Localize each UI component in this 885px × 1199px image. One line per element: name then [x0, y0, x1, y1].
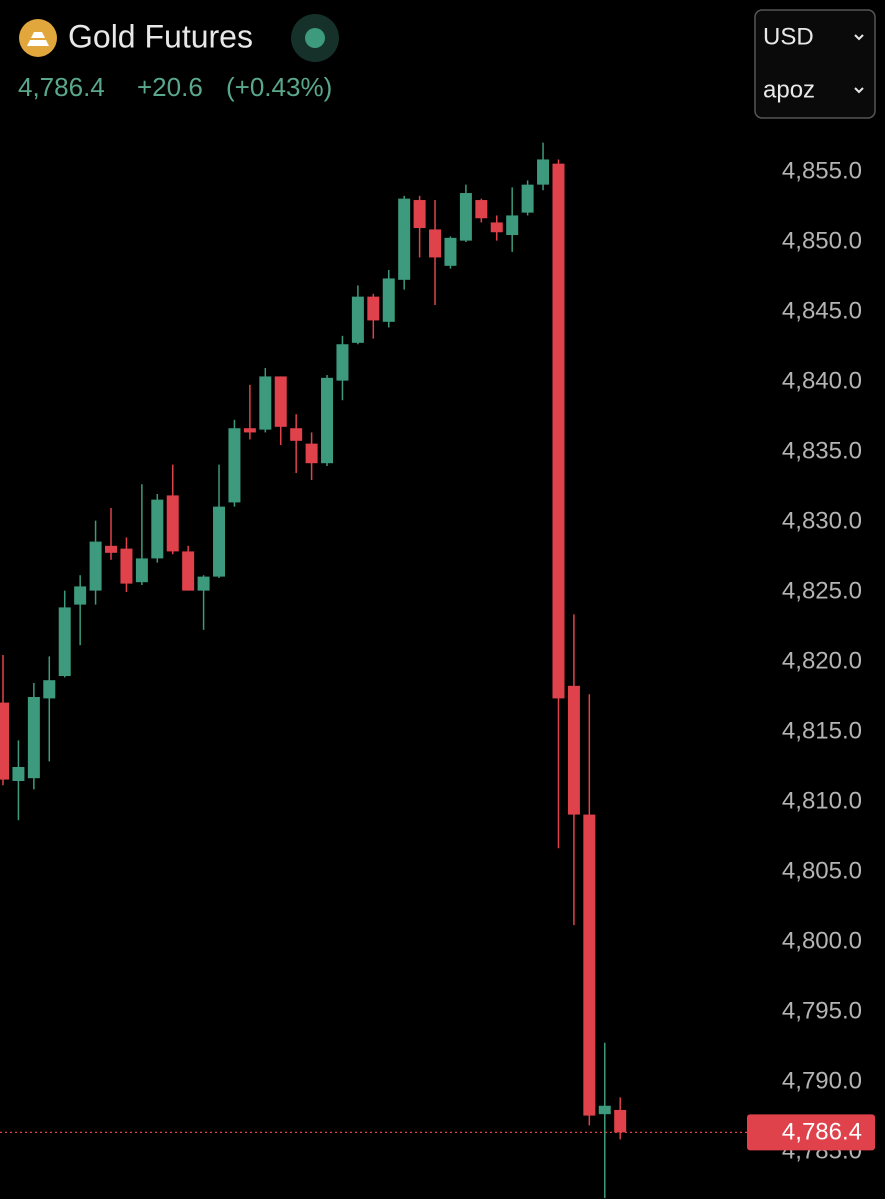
change-percent: (+0.43%) — [226, 72, 332, 102]
candle-body — [166, 495, 179, 552]
candle-body — [12, 766, 25, 781]
candle-body — [429, 229, 442, 258]
y-tick-label: 4,840.0 — [782, 367, 862, 394]
unit-select[interactable]: apoz — [763, 76, 815, 103]
candle-body — [43, 680, 56, 699]
y-tick-label: 4,790.0 — [782, 1067, 862, 1094]
candle-body — [398, 198, 411, 280]
y-tick-label: 4,850.0 — [782, 227, 862, 254]
candle-body — [243, 428, 256, 433]
candle-body — [506, 215, 519, 236]
y-tick-label: 4,820.0 — [782, 647, 862, 674]
candle-body — [182, 551, 195, 591]
status-dot — [305, 28, 325, 48]
y-tick-label: 4,830.0 — [782, 507, 862, 534]
candle-body — [197, 576, 210, 591]
candle-body — [151, 499, 164, 559]
y-tick-label: 4,825.0 — [782, 577, 862, 604]
y-tick-label: 4,810.0 — [782, 787, 862, 814]
candle-body — [413, 200, 426, 229]
candle-body — [382, 278, 395, 322]
candle-body — [120, 548, 133, 584]
candle-body — [475, 200, 488, 219]
chevron — [854, 87, 864, 94]
y-tick-label: 4,815.0 — [782, 717, 862, 744]
candle-body — [305, 443, 318, 464]
chevron — [854, 34, 864, 41]
candle-body — [321, 377, 334, 464]
last-price-tag — [747, 1114, 875, 1151]
title: Gold Futures — [68, 18, 253, 54]
gold-bars — [27, 32, 49, 46]
candle-body — [74, 586, 87, 605]
last-price-label: 4,786.4 — [782, 1119, 862, 1146]
candle-body — [213, 506, 226, 577]
y-tick-label: 4,855.0 — [782, 157, 862, 184]
candle-body — [228, 428, 241, 503]
candle-body — [135, 558, 148, 583]
currency-select[interactable]: USD — [763, 23, 814, 50]
candle-body — [537, 159, 550, 185]
y-tick-label: 4,835.0 — [782, 437, 862, 464]
candle-body — [89, 541, 102, 591]
candle-body — [598, 1105, 611, 1115]
y-tick-label: 4,800.0 — [782, 927, 862, 954]
candle-body — [459, 193, 472, 241]
candle-body — [567, 685, 580, 815]
candle-body — [351, 296, 364, 343]
change: +20.6 — [137, 72, 203, 102]
candle-body — [105, 545, 118, 553]
candle-body — [290, 428, 303, 441]
candle-body — [58, 607, 71, 677]
candle-body — [274, 376, 287, 427]
candle-body — [614, 1109, 627, 1133]
candle-body — [27, 697, 40, 779]
selector-box — [754, 9, 876, 119]
candle-body — [336, 344, 349, 381]
y-tick-label: 4,805.0 — [782, 857, 862, 884]
candle-body — [521, 184, 534, 213]
candle-body — [259, 376, 272, 430]
price: 4,786.4 — [18, 72, 105, 102]
candle-body — [490, 222, 503, 233]
candle-body — [367, 296, 380, 321]
y-tick-label: 4,845.0 — [782, 297, 862, 324]
candle-body — [444, 237, 457, 266]
y-tick-label: 4,795.0 — [782, 997, 862, 1024]
header: Gold Futures 4,786.4 +20.6 (+0.43%) USD … — [18, 9, 876, 119]
candle-body — [583, 814, 596, 1116]
plot: 4,785.04,790.04,795.04,800.04,805.04,810… — [0, 142, 875, 1199]
candle-body — [552, 163, 565, 699]
candle-body — [0, 702, 9, 780]
